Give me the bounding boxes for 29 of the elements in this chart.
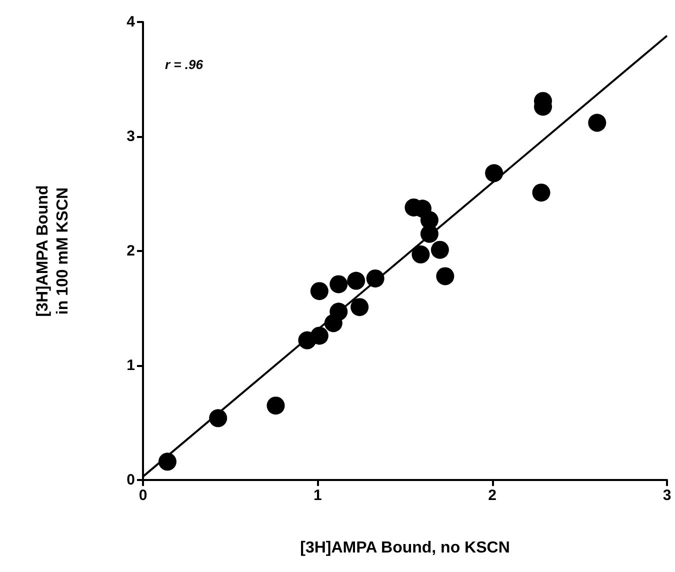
point (330, 275, 348, 294)
x-axis-title: [3H]AMPA Bound, no KSCN (300, 540, 510, 556)
x-tick-label: 0 (138, 487, 148, 504)
point (330, 302, 348, 321)
x-tick-label: 3 (662, 487, 672, 504)
point (436, 267, 454, 286)
y-tick-label: 3 (126, 128, 135, 145)
y-tick-label: 4 (126, 14, 136, 30)
x-tick-label: 2 (488, 487, 497, 504)
point (532, 184, 550, 202)
point (209, 409, 228, 428)
point (588, 114, 606, 132)
annotation: r = .96 (165, 57, 204, 72)
point (310, 282, 328, 300)
point (266, 396, 285, 415)
x-tick-label: 1 (313, 487, 322, 504)
point (310, 326, 328, 345)
point (347, 272, 366, 290)
y-tick-label: 1 (126, 357, 135, 374)
point (420, 224, 438, 243)
y-tick-label: 2 (126, 242, 135, 260)
point (412, 245, 430, 264)
point (350, 298, 369, 316)
y-axis-title: [3H]AMPA Bound in 100 mM KSCN (34, 185, 72, 317)
point (366, 269, 384, 288)
y-tick-label: 0 (126, 472, 135, 488)
point (430, 240, 449, 259)
point (158, 452, 176, 471)
point (485, 164, 504, 182)
